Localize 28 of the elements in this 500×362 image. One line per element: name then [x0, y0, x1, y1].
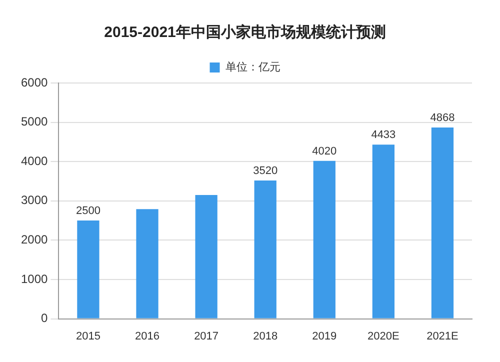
x-tick-label: 2019 [312, 330, 337, 342]
x-tick-label: 2020E [368, 330, 400, 342]
data-label: 2500 [76, 205, 100, 218]
data-label: 3520 [253, 164, 278, 177]
bar [431, 127, 454, 318]
x-tick-label: 2016 [135, 330, 160, 342]
x-tick-label: 2018 [253, 330, 278, 342]
bar [136, 209, 158, 318]
bar [195, 195, 218, 318]
y-tick-label: 1000 [20, 272, 48, 286]
x-tick-label: 2021E [426, 330, 458, 342]
x-tick-label: 2015 [76, 330, 100, 342]
bar [77, 220, 100, 318]
data-label: 4868 [430, 112, 455, 124]
x-tick-label: 2017 [194, 330, 219, 342]
legend-label: 单位：亿元 [225, 60, 280, 74]
bar [313, 160, 336, 318]
y-tick-label: 2000 [20, 232, 48, 247]
chart-title: 2015-2021年中国小家电市场规模统计预测 [104, 23, 386, 42]
y-tick-label: 4000 [20, 154, 48, 168]
bar [254, 180, 276, 318]
bar [372, 144, 395, 318]
y-tick-label: 5000 [20, 114, 48, 129]
y-tick-label: 6000 [20, 75, 48, 90]
y-tick-label: 3000 [20, 193, 48, 208]
data-label: 4020 [312, 145, 337, 158]
y-tick-label: 0 [41, 311, 48, 326]
data-label: 4433 [371, 129, 396, 142]
